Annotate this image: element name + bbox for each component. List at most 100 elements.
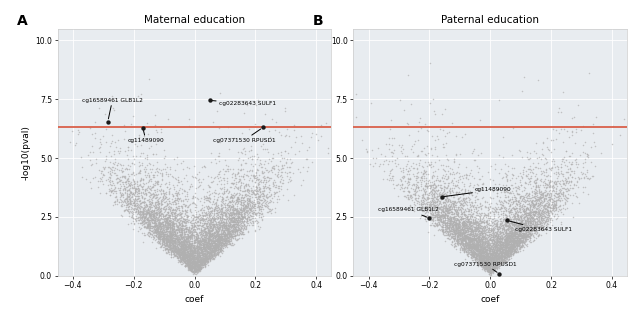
Point bbox=[522, 216, 532, 221]
Point bbox=[484, 264, 494, 269]
Point bbox=[536, 201, 546, 206]
Point bbox=[552, 163, 562, 168]
Point bbox=[456, 208, 466, 213]
Point bbox=[204, 204, 214, 209]
Point bbox=[188, 271, 198, 276]
Point bbox=[429, 206, 439, 211]
Point bbox=[169, 226, 179, 231]
Point bbox=[468, 248, 479, 253]
Point bbox=[211, 245, 221, 250]
Point bbox=[513, 212, 523, 217]
Point bbox=[123, 184, 133, 189]
Point bbox=[195, 230, 205, 235]
Point bbox=[444, 222, 454, 227]
Point bbox=[230, 183, 241, 188]
Point bbox=[219, 233, 229, 238]
Point bbox=[233, 213, 243, 218]
Point bbox=[489, 239, 499, 244]
Point bbox=[480, 240, 490, 245]
Point bbox=[522, 231, 532, 236]
Point bbox=[184, 253, 194, 258]
Point bbox=[179, 232, 189, 237]
Point bbox=[198, 254, 209, 259]
Point bbox=[493, 226, 504, 231]
Point bbox=[403, 177, 413, 182]
Point bbox=[151, 221, 161, 226]
Point bbox=[520, 193, 531, 198]
Point bbox=[452, 216, 462, 221]
Point bbox=[187, 195, 197, 200]
Point bbox=[226, 234, 236, 239]
Point bbox=[262, 196, 273, 201]
Point bbox=[107, 182, 117, 187]
Point bbox=[188, 216, 198, 221]
Point bbox=[167, 221, 177, 226]
Point bbox=[535, 191, 545, 197]
Point bbox=[168, 221, 179, 226]
Point bbox=[179, 241, 189, 246]
Point bbox=[248, 188, 258, 193]
Point bbox=[490, 233, 500, 238]
Point bbox=[159, 239, 169, 244]
Point bbox=[204, 244, 214, 249]
Point bbox=[163, 236, 173, 242]
Point bbox=[500, 249, 511, 255]
Point bbox=[137, 162, 147, 167]
Point bbox=[210, 206, 220, 211]
Point bbox=[500, 220, 510, 225]
Point bbox=[209, 256, 219, 261]
Point bbox=[212, 234, 223, 239]
Point bbox=[207, 216, 217, 221]
Point bbox=[200, 245, 210, 250]
Point bbox=[525, 197, 535, 202]
Point bbox=[178, 225, 188, 230]
Point bbox=[554, 169, 564, 174]
Point bbox=[143, 220, 154, 225]
Point bbox=[490, 251, 500, 256]
Point bbox=[494, 236, 504, 242]
Point bbox=[153, 226, 163, 231]
Point bbox=[147, 218, 157, 223]
Point bbox=[456, 223, 466, 228]
Point bbox=[111, 176, 122, 181]
Point bbox=[211, 227, 221, 232]
Point bbox=[436, 201, 447, 206]
Point bbox=[252, 198, 262, 203]
Point bbox=[217, 240, 227, 245]
Point bbox=[503, 252, 513, 257]
Point bbox=[566, 179, 576, 184]
Point bbox=[203, 244, 213, 249]
Point bbox=[209, 246, 220, 251]
Point bbox=[163, 226, 173, 231]
Point bbox=[206, 160, 216, 165]
Point bbox=[486, 244, 496, 249]
Point bbox=[508, 206, 518, 211]
Point bbox=[493, 256, 503, 261]
Point bbox=[173, 180, 183, 185]
Point bbox=[445, 206, 455, 211]
Point bbox=[220, 239, 230, 244]
Point bbox=[463, 239, 473, 244]
Point bbox=[228, 208, 239, 213]
Point bbox=[158, 236, 168, 241]
Point bbox=[571, 157, 581, 162]
Point bbox=[435, 196, 445, 201]
Point bbox=[186, 256, 196, 262]
Point bbox=[159, 232, 169, 237]
Point bbox=[186, 244, 196, 249]
Point bbox=[449, 236, 460, 241]
Point bbox=[421, 208, 431, 213]
Point bbox=[476, 257, 486, 262]
Point bbox=[539, 209, 549, 214]
Point bbox=[431, 223, 442, 228]
Point bbox=[429, 180, 439, 185]
Point bbox=[477, 214, 488, 219]
Point bbox=[482, 259, 492, 264]
Point bbox=[510, 227, 520, 232]
Point bbox=[426, 184, 436, 189]
Point bbox=[485, 257, 495, 262]
Point bbox=[186, 241, 196, 246]
Point bbox=[225, 212, 235, 217]
Point bbox=[522, 234, 532, 239]
Point bbox=[152, 232, 162, 237]
